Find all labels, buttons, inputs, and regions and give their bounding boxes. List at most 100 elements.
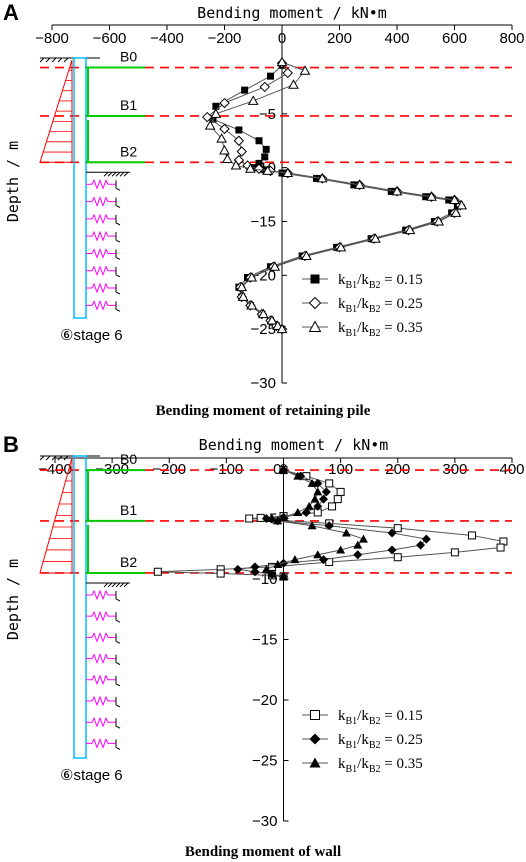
y-tick-label: −15 [251, 214, 276, 231]
legend-entry-1: kB1/kB2 = 0.15 [338, 272, 423, 291]
marker-open-triangle [370, 233, 381, 243]
legend-mid: /k [357, 732, 369, 748]
marker-open-triangle [335, 241, 347, 252]
panel-letter: A [3, 0, 19, 25]
strut-label-b1: B1 [120, 97, 137, 113]
y-tick-label: −5 [259, 106, 276, 123]
soil-spring [86, 695, 116, 707]
marker-filled-triangle [310, 494, 320, 503]
spring-hatch [115, 640, 121, 644]
spring-hatch [115, 662, 121, 666]
floor-hatch [107, 171, 113, 177]
legend-value: = 0.25 [381, 296, 423, 312]
marker-filled-triangle [290, 555, 300, 564]
stage-label: ⑥stage 6 [60, 767, 123, 784]
y-tick-label: −20 [252, 692, 277, 709]
marker-filled-triangle [279, 572, 288, 581]
floor-hatch [103, 582, 109, 588]
marker-open-triangle [216, 133, 227, 143]
spring-hatch [115, 308, 121, 312]
ground-hatch [39, 57, 45, 63]
chart-caption: Bending moment of wall [185, 844, 341, 860]
marker-filled-diamond [324, 521, 334, 531]
marker-open-triangle [426, 191, 437, 201]
marker-open-diamond [233, 135, 245, 146]
marker-open-square [450, 548, 459, 557]
marker-open-triangle [282, 167, 294, 178]
panel-a: A Bending moment / kN•m−800 −600 −400 −200 0 2… [3, 0, 525, 419]
marker-open-triangle [266, 315, 278, 325]
marker-open-square [328, 502, 337, 511]
strut-label-b2: B2 [120, 143, 137, 159]
legend-k: k [338, 272, 346, 288]
soil-spring [86, 178, 116, 190]
marker-filled-diamond [421, 534, 431, 544]
marker-open-triangle [354, 179, 365, 189]
marker-filled-square [313, 174, 320, 182]
legend-sub2: B2 [369, 740, 381, 751]
soil-spring [86, 248, 116, 259]
marker-filled-triangle [358, 534, 368, 543]
y-tick-label: −30 [252, 813, 277, 830]
marker-filled-diamond [313, 501, 323, 511]
marker-filled-triangle [307, 521, 317, 530]
marker-filled-triangle [267, 569, 277, 578]
floor-hatch [111, 582, 117, 588]
marker-open-triangle [308, 320, 322, 332]
marker-filled-triangle [273, 559, 283, 568]
marker-filled-square [310, 274, 320, 284]
soil-spring [86, 589, 116, 601]
marker-filled-triangle [309, 757, 321, 768]
x-axis-title: Bending moment / kN•m [199, 436, 389, 454]
marker-open-triangle [276, 56, 288, 67]
spring-hatch [115, 683, 121, 687]
soil-spring [86, 674, 116, 686]
marker-open-triangle [219, 144, 230, 155]
x-axis-title: Bending moment / kN•m [197, 4, 387, 22]
x-tick-label: 800 [499, 30, 524, 47]
marker-open-triangle [262, 165, 273, 175]
y-axis-title: Depth / m [4, 141, 22, 222]
soil-spring [86, 737, 116, 749]
legend-sub2: B2 [369, 764, 381, 775]
legend-value: = 0.15 [381, 272, 423, 288]
marker-open-diamond [253, 163, 265, 174]
marker-filled-triangle [341, 528, 351, 537]
floor-hatch [123, 171, 129, 177]
pile-outline [73, 455, 87, 759]
soil-spring [86, 631, 116, 643]
marker-open-triangle [404, 224, 416, 235]
legend-sub2: B2 [369, 328, 381, 339]
marker-filled-diamond [387, 545, 397, 555]
soil-spring [86, 653, 116, 664]
marker-filled-square [235, 126, 243, 134]
marker-open-triangle [245, 163, 256, 173]
legend-entry-3: kB1/kB2 = 0.35 [338, 320, 423, 339]
marker-filled-triangle [293, 471, 303, 480]
marker-open-square [336, 487, 345, 496]
marker-filled-diamond [321, 487, 331, 497]
legend-sub1: B1 [346, 740, 358, 751]
marker-open-triangle [230, 159, 242, 170]
marker-open-square [153, 567, 162, 576]
marker-filled-triangle [261, 564, 271, 573]
ground-hatch [57, 455, 63, 461]
floor-hatch [119, 171, 125, 177]
marker-open-diamond [236, 146, 247, 157]
spring-hatch [115, 291, 121, 295]
spring-hatch [115, 205, 121, 209]
y-tick-label: −15 [252, 632, 277, 649]
floor-hatch [103, 171, 109, 177]
legend-sub1: B1 [346, 304, 358, 315]
marker-filled-triangle [279, 465, 288, 474]
marker-open-triangle [246, 271, 258, 282]
spring-hatch [115, 274, 121, 278]
legend-value: = 0.25 [381, 732, 423, 748]
ground-hatch [51, 57, 57, 63]
legend-mid: /k [357, 296, 369, 312]
y-tick-label: −30 [251, 375, 276, 392]
legend-mid: /k [357, 756, 369, 772]
marker-open-square [310, 710, 320, 720]
legend-value: = 0.35 [381, 756, 423, 772]
